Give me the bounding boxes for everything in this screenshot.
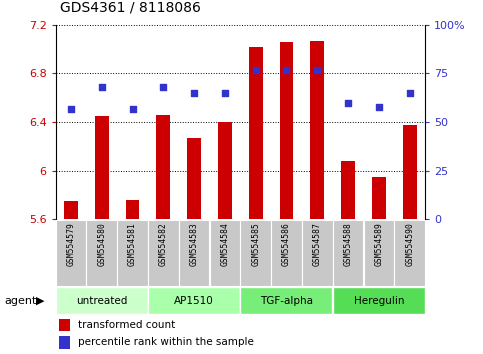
Bar xyxy=(56,220,86,286)
Bar xyxy=(86,220,117,286)
Bar xyxy=(394,220,425,286)
Bar xyxy=(302,220,333,286)
Text: GSM554580: GSM554580 xyxy=(97,222,106,266)
Point xyxy=(313,67,321,73)
Text: GSM554589: GSM554589 xyxy=(374,222,384,266)
Point xyxy=(344,100,352,105)
Bar xyxy=(341,161,355,219)
Bar xyxy=(364,220,394,286)
Text: GSM554582: GSM554582 xyxy=(159,222,168,266)
Bar xyxy=(59,319,71,331)
Bar xyxy=(187,138,201,219)
Point xyxy=(406,90,413,96)
Bar xyxy=(126,200,140,219)
Text: GSM554590: GSM554590 xyxy=(405,222,414,266)
Bar xyxy=(249,47,263,219)
Bar xyxy=(280,42,293,219)
Text: ▶: ▶ xyxy=(36,296,45,306)
Bar xyxy=(59,336,71,349)
Bar xyxy=(64,201,78,219)
Text: GSM554579: GSM554579 xyxy=(67,222,75,266)
Point xyxy=(375,104,383,109)
Point xyxy=(190,90,198,96)
Text: GSM554585: GSM554585 xyxy=(251,222,260,266)
Bar xyxy=(241,220,271,286)
Bar xyxy=(156,115,170,219)
Text: GSM554587: GSM554587 xyxy=(313,222,322,266)
Point xyxy=(283,67,290,73)
Bar xyxy=(95,116,109,219)
Bar xyxy=(241,287,332,314)
Bar xyxy=(179,220,210,286)
Point xyxy=(67,106,75,112)
Point xyxy=(98,84,106,90)
Text: transformed count: transformed count xyxy=(78,320,175,330)
Text: GDS4361 / 8118086: GDS4361 / 8118086 xyxy=(60,0,201,14)
Text: GSM554586: GSM554586 xyxy=(282,222,291,266)
Bar xyxy=(148,220,179,286)
Text: untreated: untreated xyxy=(76,296,128,306)
Text: Heregulin: Heregulin xyxy=(354,296,404,306)
Bar xyxy=(333,287,425,314)
Text: percentile rank within the sample: percentile rank within the sample xyxy=(78,337,254,347)
Text: GSM554588: GSM554588 xyxy=(343,222,353,266)
Bar xyxy=(218,122,232,219)
Point xyxy=(252,67,259,73)
Bar xyxy=(333,220,363,286)
Text: agent: agent xyxy=(5,296,37,306)
Bar xyxy=(403,125,416,219)
Bar xyxy=(271,220,302,286)
Point xyxy=(159,84,167,90)
Text: GSM554584: GSM554584 xyxy=(220,222,229,266)
Point xyxy=(128,106,136,112)
Text: GSM554581: GSM554581 xyxy=(128,222,137,266)
Bar xyxy=(210,220,240,286)
Text: GSM554583: GSM554583 xyxy=(190,222,199,266)
Bar xyxy=(372,177,386,219)
Bar xyxy=(148,287,240,314)
Bar xyxy=(311,41,324,219)
Bar xyxy=(56,287,148,314)
Point xyxy=(221,90,229,96)
Bar xyxy=(117,220,148,286)
Text: TGF-alpha: TGF-alpha xyxy=(260,296,313,306)
Text: AP1510: AP1510 xyxy=(174,296,214,306)
